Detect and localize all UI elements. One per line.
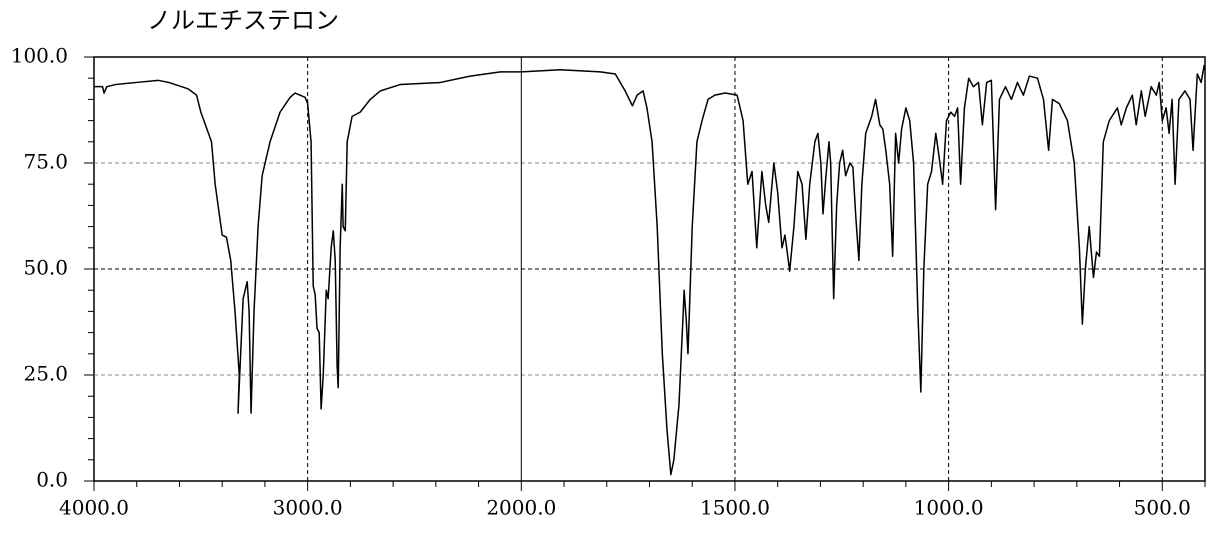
y-tick-label: 0.0: [36, 468, 68, 492]
chart-title: ノルエチステロン: [147, 7, 339, 35]
y-tick-label: 25.0: [23, 362, 68, 386]
x-tick-label: 1500.0: [700, 496, 770, 520]
y-tick-label: 50.0: [23, 256, 68, 280]
x-tick-label: 3000.0: [273, 496, 343, 520]
spectrum-line: [94, 64, 1206, 476]
x-tick-label: 1000.0: [914, 496, 984, 520]
y-tick-label: 75.0: [23, 150, 68, 174]
y-tick-label: 100.0: [11, 44, 68, 68]
x-tick-label: 2000.0: [486, 496, 556, 520]
x-tick-label: 500.0: [1134, 496, 1191, 520]
x-tick-label: 4000.0: [59, 496, 129, 520]
